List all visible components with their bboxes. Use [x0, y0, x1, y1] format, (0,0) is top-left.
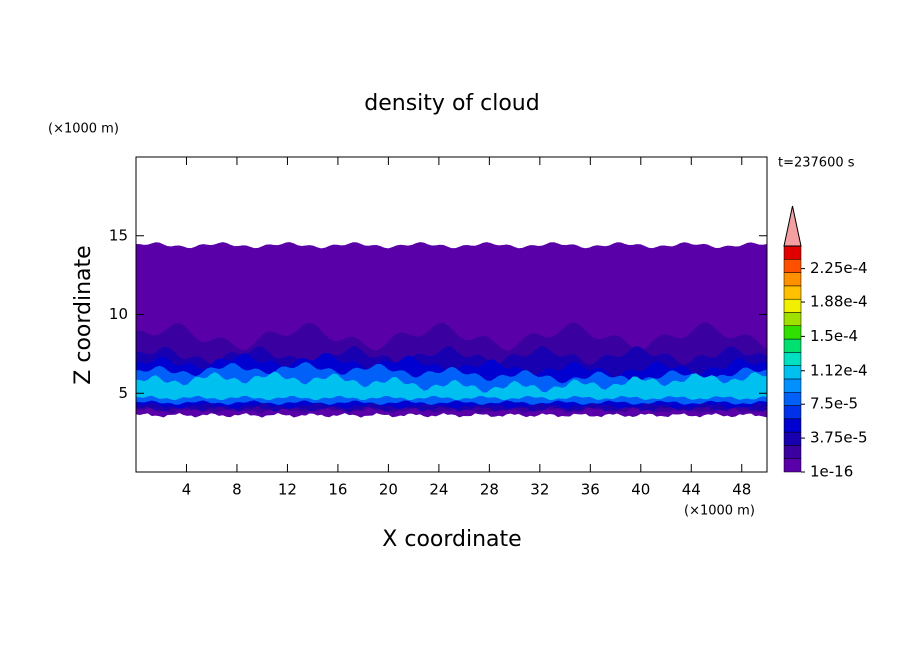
- x-tick-label: 24: [429, 481, 448, 499]
- y-axis-label: Z coordinate: [71, 245, 96, 384]
- colorbar-band: [783, 285, 802, 300]
- colorbar-band: [783, 365, 802, 380]
- x-tick-label: 28: [480, 481, 499, 499]
- x-tick-label: 12: [278, 481, 297, 499]
- colorbar-band: [783, 352, 802, 366]
- y-unit: (×1000 m): [48, 122, 119, 137]
- colorbar-tick-label: 1.88e-4: [810, 293, 868, 311]
- colorbar-tick-label: 3.75e-5: [810, 429, 868, 447]
- colorbar-band: [783, 458, 802, 473]
- colorbar-band: [783, 445, 802, 459]
- colorbar-band: [783, 418, 802, 433]
- contour-fill: [136, 371, 767, 401]
- x-axis-label: X coordinate: [382, 527, 521, 552]
- colorbar-band: [783, 312, 802, 327]
- chart-title: density of cloud: [364, 91, 539, 116]
- colorbar-tick-label: 1.12e-4: [810, 361, 868, 379]
- colorbar-band: [783, 259, 802, 273]
- x-tick-label: 36: [581, 481, 600, 499]
- colorbar-band: [783, 325, 802, 340]
- y-tick-label: 5: [118, 384, 128, 402]
- colorbar-tick-label: 7.5e-5: [810, 395, 858, 413]
- colorbar-tick-label: 2.25e-4: [810, 259, 868, 277]
- y-tick-label: 10: [109, 305, 128, 323]
- colorbar-band: [783, 405, 802, 420]
- x-tick-label: 8: [232, 481, 242, 499]
- time-label: t=237600 s: [778, 156, 855, 171]
- colorbar-tick-label: 1.5e-4: [810, 327, 858, 345]
- x-unit: (×1000 m): [684, 504, 755, 519]
- x-tick-label: 44: [682, 481, 701, 499]
- colorbar-band: [783, 338, 802, 353]
- x-tick-label: 32: [530, 481, 549, 499]
- x-tick-label: 20: [379, 481, 398, 499]
- colorbar-extend: [783, 205, 802, 247]
- x-tick-label: 4: [182, 481, 192, 499]
- colorbar-band: [783, 245, 802, 260]
- x-tick-label: 48: [732, 481, 751, 499]
- y-tick-label: 15: [109, 226, 128, 244]
- colorbar-band: [783, 272, 802, 287]
- colorbar-tick-label: 1e-16: [810, 463, 853, 481]
- colorbar-band: [783, 391, 802, 406]
- colorbar-band: [783, 298, 802, 313]
- colorbar-band: [783, 378, 802, 393]
- x-tick-label: 16: [328, 481, 347, 499]
- colorbar-band: [783, 431, 802, 446]
- x-tick-label: 40: [631, 481, 650, 499]
